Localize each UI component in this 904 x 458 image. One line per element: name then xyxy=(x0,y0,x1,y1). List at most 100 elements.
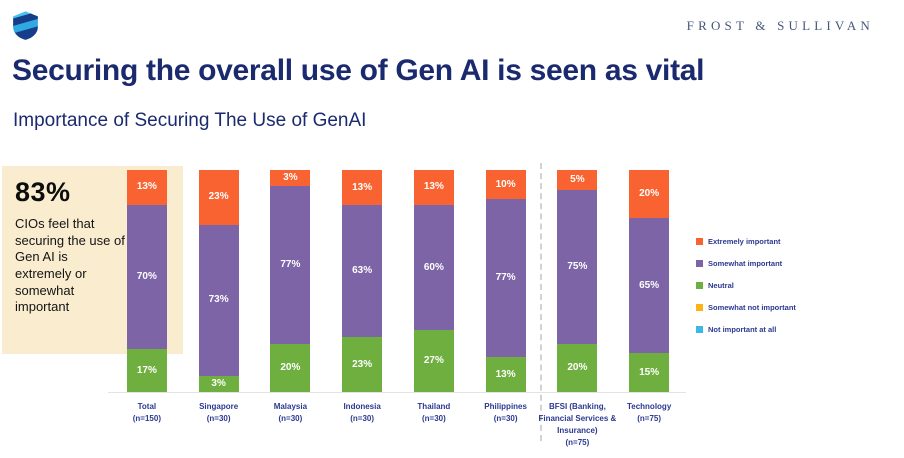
chart-subtitle: Importance of Securing The Use of GenAI xyxy=(13,110,367,131)
bar-column: 5% 75% 20% BFSI (Banking, Financial Services… xyxy=(538,170,616,449)
stacked-bar: 13% 63% 23% xyxy=(342,170,383,393)
legend-item: Neutral xyxy=(696,280,796,290)
chart-legend: Extremely important Somewhat important Neu… xyxy=(696,237,796,347)
legend-label: Extremely important xyxy=(708,236,781,246)
bar-value-label: 3% xyxy=(283,171,298,183)
bar-value-label: 77% xyxy=(280,258,301,270)
logo-stripe xyxy=(13,17,38,36)
bar-segment: 13% xyxy=(126,170,167,205)
bar-value-label: 60% xyxy=(423,261,444,273)
bar-value-label: 13% xyxy=(136,181,157,193)
category-label: BFSI (Banking, Financial Services & Insura… xyxy=(538,402,617,447)
bar-segment: 20% xyxy=(629,170,670,219)
bar-segment: 5% xyxy=(557,170,598,190)
legend-label: Somewhat important xyxy=(708,258,783,268)
bar-segment: 63% xyxy=(342,205,383,338)
bar-value-label: 70% xyxy=(136,271,157,283)
legend-label: Neutral xyxy=(708,280,734,290)
legend-swatch xyxy=(696,259,703,267)
category-label: Malaysia (n=30) xyxy=(273,402,308,423)
bar-value-label: 13% xyxy=(495,368,516,380)
segment-divider-dashed-line xyxy=(540,163,542,441)
bar-column: 20% 65% 15% Technology (n=75) xyxy=(613,170,685,449)
bar-segment: 3% xyxy=(198,376,239,392)
category-label: Indonesia (n=30) xyxy=(343,402,381,423)
legend-item: Not important at all xyxy=(696,324,796,334)
bar-segment: 23% xyxy=(198,170,239,225)
stacked-bar: 20% 65% 15% xyxy=(629,170,670,392)
bar-column: 3% 77% 20% Malaysia (n=30) xyxy=(255,170,327,449)
page-title: Securing the overall use of Gen AI is se… xyxy=(12,54,705,87)
logo-stripe xyxy=(13,24,38,40)
callout-stat: 83% xyxy=(15,177,71,207)
bar-column: 13% 70% 17% Total (n=150) xyxy=(111,170,183,449)
x-axis-line xyxy=(108,392,686,393)
category-label: Philippines (n=30) xyxy=(484,402,527,423)
bar-value-label: 17% xyxy=(136,364,157,376)
bar-value-label: 75% xyxy=(567,260,588,272)
company-shield-logo xyxy=(13,11,38,40)
bar-column: 10% 77% 13% Philippines (n=30) xyxy=(470,170,542,449)
bar-segment: 20% xyxy=(270,343,311,393)
bar-segment: 20% xyxy=(557,343,598,392)
callout-text: CIOs feel that securing the use of Gen A… xyxy=(15,216,125,315)
bar-segment: 17% xyxy=(126,349,167,392)
bar-segment: 23% xyxy=(342,337,383,393)
category-label: Technology (n=75) xyxy=(626,402,672,423)
bar-value-label: 15% xyxy=(639,366,660,378)
bar-value-label: 77% xyxy=(495,272,516,284)
bar-value-label: 13% xyxy=(423,181,444,193)
bar-segment: 77% xyxy=(485,199,526,358)
bar-segment: 13% xyxy=(342,170,383,206)
bar-value-label: 65% xyxy=(639,279,660,291)
legend-label: Not important at all xyxy=(708,324,777,334)
stacked-bar: 3% 77% 20% xyxy=(270,170,311,393)
legend-swatch xyxy=(696,303,703,311)
bar-value-label: 3% xyxy=(211,378,226,390)
bar-segment: 70% xyxy=(126,204,167,350)
category-label: Singapore (n=30) xyxy=(199,402,239,423)
bar-segment: 27% xyxy=(413,330,454,392)
legend-swatch xyxy=(696,281,703,289)
legend-item: Extremely important xyxy=(696,236,796,246)
bar-segment: 13% xyxy=(485,357,526,392)
bar-column: 13% 60% 27% Thailand (n=30) xyxy=(398,170,470,449)
stacked-bar: 10% 77% 13% xyxy=(485,170,526,392)
category-label: Thailand (n=30) xyxy=(417,402,451,423)
bar-segment: 75% xyxy=(557,189,598,344)
legend-swatch xyxy=(696,325,703,333)
bar-value-label: 20% xyxy=(639,188,660,200)
bar-segment: 60% xyxy=(413,204,454,331)
bar-value-label: 23% xyxy=(208,191,229,203)
bar-value-label: 20% xyxy=(280,361,301,373)
bar-value-label: 20% xyxy=(567,361,588,373)
legend-item: Somewhat not important xyxy=(696,302,796,312)
stacked-bar: 23% 73% 3% xyxy=(198,170,239,392)
stacked-bar: 13% 70% 17% xyxy=(126,170,167,392)
logo-stripe xyxy=(13,11,38,22)
bar-value-label: 27% xyxy=(423,355,444,367)
bar-segment: 77% xyxy=(270,185,311,344)
bar-value-label: 10% xyxy=(495,178,516,190)
category-label: Total (n=150) xyxy=(132,402,161,423)
stacked-bar: 13% 60% 27% xyxy=(413,170,454,392)
bar-column: 13% 63% 23% Indonesia (n=30) xyxy=(326,170,398,449)
legend-swatch xyxy=(696,237,703,245)
legend-item: Somewhat important xyxy=(696,258,796,268)
bar-segment: 10% xyxy=(485,170,526,200)
bar-value-label: 13% xyxy=(352,181,373,193)
stacked-bar: 5% 75% 20% xyxy=(557,170,598,392)
bar-value-label: 63% xyxy=(352,265,373,277)
bar-value-label: 5% xyxy=(570,173,585,185)
bar-value-label: 23% xyxy=(352,358,373,370)
bar-segment: 73% xyxy=(198,224,239,377)
bar-value-label: 73% xyxy=(208,294,229,306)
bar-segment: 13% xyxy=(413,170,454,205)
bar-segment: 3% xyxy=(270,170,311,186)
bar-segment: 15% xyxy=(629,353,670,392)
bar-column: 23% 73% 3% Singapore (n=30) xyxy=(183,170,255,449)
stacked-bar-chart: 13% 70% 17% Total (n=150) 23% 73% 3% Singapore (n… xyxy=(111,170,685,449)
legend-label: Somewhat not important xyxy=(708,302,796,312)
frost-sullivan-wordmark: FROST & SULLIVAN xyxy=(686,18,874,33)
